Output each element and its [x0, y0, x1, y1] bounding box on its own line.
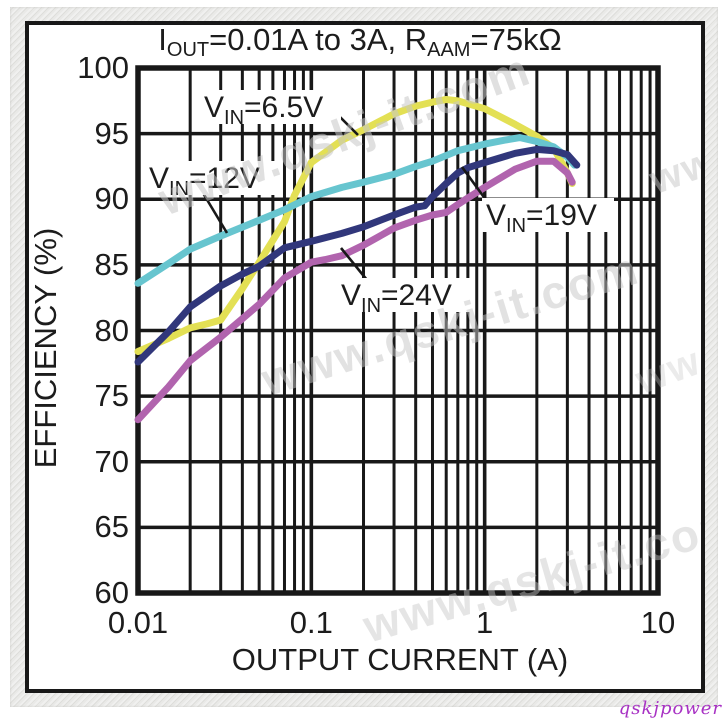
title-subscript: AAM	[427, 39, 471, 61]
plot-border	[135, 65, 661, 596]
title-part: I	[158, 22, 167, 57]
x-tick-label-0.01: 0.01	[107, 605, 169, 640]
x-tick-label-0.1: 0.1	[289, 605, 333, 640]
title-part: =75kΩ	[470, 22, 562, 57]
y-tick-label-70: 70	[94, 443, 129, 479]
curve-vin-19v	[134, 145, 581, 366]
y-tick-label-60: 60	[94, 575, 129, 610]
curve-vin-12v	[134, 134, 578, 287]
label-leader-line	[460, 166, 488, 201]
y-tick-label-100: 100	[77, 50, 129, 85]
efficiency-chart: VIN=6.5V VIN=12V VIN=19V VIN=24V www.qskj-it…	[28, 22, 701, 689]
curve-label-box	[337, 278, 471, 312]
chart-title: IOUT=0.01A to 3A, RAAM=75kΩ	[158, 22, 561, 62]
curve-label-19v: VIN=19V	[486, 199, 597, 237]
y-tick-label-85: 85	[94, 246, 129, 282]
label-leader-line	[339, 116, 359, 136]
label-leader-line	[339, 247, 369, 281]
plot-area: VIN=6.5VVIN=12VVIN=19VVIN=24Vwww.qskj-it…	[134, 43, 701, 653]
label-leader-line	[201, 192, 229, 234]
curve-label-box	[482, 198, 614, 232]
curve-label-12v: VIN=12V	[149, 162, 260, 200]
curve-label-24v: VIN=24V	[341, 279, 452, 317]
watermark-text: ww	[643, 139, 701, 203]
y-tick-label-65: 65	[94, 509, 129, 545]
curve-label-box	[200, 90, 341, 124]
title-subscript: OUT	[166, 39, 210, 61]
x-tick-label-1: 1	[476, 605, 494, 640]
curve-vin-6.5v	[134, 96, 576, 355]
curve-label-6.5v: VIN=6.5V	[204, 91, 323, 129]
curve-vin-24v	[134, 157, 576, 424]
x-tick-label-10: 10	[640, 605, 676, 640]
watermark-signature: qskjpower	[618, 698, 722, 719]
y-tick-label-80: 80	[94, 312, 129, 348]
curve-label-box	[145, 161, 275, 195]
x-axis-label: OUTPUT CURRENT (A)	[231, 642, 569, 677]
y-tick-label-95: 95	[94, 115, 129, 151]
y-tick-label-75: 75	[94, 378, 129, 414]
y-tick-label-90: 90	[94, 181, 129, 217]
title-part: =0.01A to 3A, R	[209, 22, 428, 57]
